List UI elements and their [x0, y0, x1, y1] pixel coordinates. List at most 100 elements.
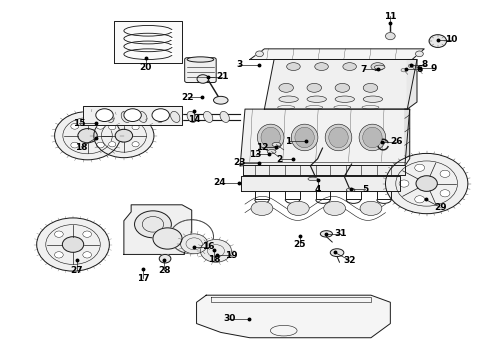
- Ellipse shape: [279, 84, 294, 92]
- Text: 7: 7: [361, 64, 367, 73]
- Text: 15: 15: [73, 119, 86, 128]
- Circle shape: [200, 239, 231, 262]
- Polygon shape: [114, 21, 182, 63]
- Circle shape: [135, 211, 171, 238]
- Ellipse shape: [257, 124, 284, 151]
- Polygon shape: [241, 176, 400, 192]
- Ellipse shape: [251, 201, 273, 215]
- Text: 3: 3: [236, 60, 243, 69]
- Text: 10: 10: [445, 36, 458, 45]
- Ellipse shape: [187, 111, 196, 122]
- Circle shape: [440, 170, 450, 177]
- Text: 12: 12: [256, 143, 268, 152]
- Circle shape: [415, 196, 425, 203]
- Ellipse shape: [203, 111, 213, 122]
- Circle shape: [54, 231, 63, 237]
- Polygon shape: [83, 105, 182, 125]
- Circle shape: [399, 180, 409, 187]
- Circle shape: [37, 218, 109, 271]
- Ellipse shape: [416, 68, 421, 71]
- Circle shape: [109, 125, 116, 130]
- Circle shape: [54, 112, 121, 160]
- Text: 27: 27: [71, 266, 83, 275]
- Circle shape: [71, 123, 79, 129]
- Ellipse shape: [346, 188, 355, 192]
- Text: 18: 18: [208, 255, 220, 264]
- Text: 19: 19: [225, 251, 238, 260]
- Ellipse shape: [288, 201, 309, 215]
- Text: 11: 11: [384, 12, 396, 21]
- Ellipse shape: [154, 111, 164, 122]
- Text: 25: 25: [294, 240, 306, 249]
- Ellipse shape: [307, 96, 326, 102]
- Ellipse shape: [279, 96, 298, 102]
- Circle shape: [83, 231, 92, 237]
- Text: 8: 8: [421, 60, 428, 69]
- Ellipse shape: [401, 68, 407, 72]
- Ellipse shape: [187, 57, 214, 62]
- Text: 13: 13: [249, 150, 262, 159]
- Circle shape: [124, 109, 141, 122]
- Ellipse shape: [371, 63, 385, 71]
- Ellipse shape: [324, 201, 345, 215]
- Circle shape: [416, 51, 423, 57]
- Polygon shape: [240, 109, 410, 166]
- Circle shape: [97, 142, 104, 148]
- Circle shape: [159, 255, 171, 263]
- Circle shape: [415, 164, 425, 171]
- Ellipse shape: [329, 127, 348, 148]
- Text: 23: 23: [233, 158, 245, 167]
- Circle shape: [386, 32, 395, 40]
- Ellipse shape: [295, 127, 314, 148]
- Text: 24: 24: [214, 178, 226, 187]
- Polygon shape: [265, 59, 417, 109]
- Ellipse shape: [261, 127, 280, 148]
- Circle shape: [54, 252, 63, 258]
- Circle shape: [440, 190, 450, 197]
- Ellipse shape: [308, 177, 318, 181]
- Circle shape: [62, 237, 84, 252]
- Circle shape: [115, 129, 133, 142]
- Ellipse shape: [325, 124, 352, 151]
- Ellipse shape: [220, 111, 229, 122]
- Ellipse shape: [359, 124, 386, 151]
- Ellipse shape: [291, 124, 318, 151]
- Text: 9: 9: [431, 64, 437, 73]
- Circle shape: [429, 35, 446, 48]
- Circle shape: [83, 252, 92, 258]
- Circle shape: [97, 123, 104, 129]
- Text: 1: 1: [286, 136, 292, 145]
- Ellipse shape: [374, 65, 385, 69]
- Text: 31: 31: [335, 229, 347, 238]
- Ellipse shape: [121, 111, 130, 122]
- Ellipse shape: [267, 149, 276, 154]
- Circle shape: [386, 153, 468, 214]
- Text: 28: 28: [158, 266, 171, 275]
- Ellipse shape: [363, 84, 378, 92]
- Text: 6: 6: [416, 64, 422, 73]
- Circle shape: [71, 142, 79, 148]
- Ellipse shape: [105, 111, 114, 122]
- Circle shape: [94, 114, 154, 158]
- Circle shape: [78, 129, 97, 143]
- Ellipse shape: [343, 63, 356, 71]
- Text: 29: 29: [434, 203, 446, 212]
- Text: 16: 16: [202, 242, 215, 251]
- Circle shape: [416, 176, 437, 192]
- Polygon shape: [124, 205, 192, 255]
- Text: 5: 5: [362, 185, 368, 194]
- Circle shape: [132, 125, 139, 130]
- Text: 2: 2: [276, 155, 282, 164]
- Text: 30: 30: [223, 314, 236, 323]
- Text: 22: 22: [182, 93, 194, 102]
- Text: 4: 4: [315, 185, 321, 194]
- Text: 14: 14: [188, 115, 200, 124]
- Ellipse shape: [408, 64, 414, 68]
- Circle shape: [152, 109, 170, 122]
- Ellipse shape: [363, 96, 383, 102]
- Circle shape: [181, 234, 208, 254]
- Ellipse shape: [214, 96, 228, 104]
- Circle shape: [256, 51, 264, 57]
- Ellipse shape: [363, 127, 382, 148]
- Ellipse shape: [287, 63, 300, 71]
